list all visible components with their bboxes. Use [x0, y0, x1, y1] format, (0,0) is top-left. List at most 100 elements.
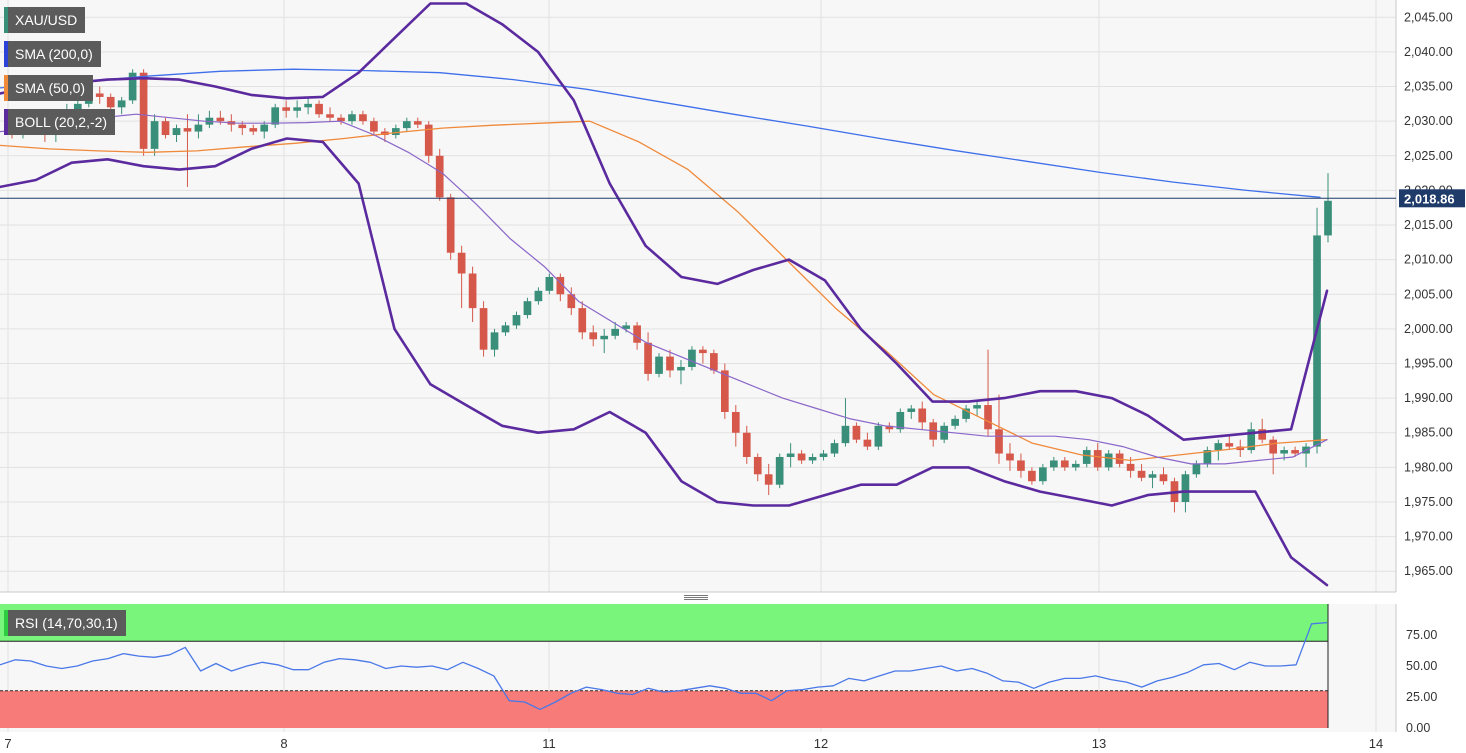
candle-body	[282, 107, 291, 111]
candle-body	[710, 353, 718, 371]
candle-body	[238, 124, 247, 129]
sma200-line	[0, 68, 1321, 198]
candle-body	[1280, 450, 1288, 454]
candle-body	[523, 301, 532, 316]
legend-swatch-rsi	[4, 610, 8, 636]
legend-swatch-sma50	[4, 75, 8, 101]
x-tick-label: 12	[814, 736, 828, 751]
candle-body	[1039, 467, 1047, 482]
candle-body	[183, 128, 192, 132]
y-tick-label: 1,975.00	[1404, 495, 1453, 509]
candle-body	[677, 366, 685, 371]
x-tick-label: 8	[280, 736, 287, 751]
y-tick-label: 2,035.00	[1404, 80, 1453, 94]
candle-body	[786, 453, 795, 457]
candle-body	[578, 308, 587, 333]
candle-body	[940, 425, 949, 440]
rsi-overbought-zone	[0, 604, 1328, 642]
candle-body	[457, 252, 466, 274]
legend-sma200-label: SMA (200,0)	[15, 46, 93, 62]
candle-body	[1214, 443, 1223, 451]
candle-body	[1148, 474, 1157, 478]
candle-body	[95, 93, 104, 97]
legend-sma50[interactable]: SMA (50,0)	[4, 75, 94, 101]
boll-mid-line	[0, 113, 1328, 465]
rsi-oversold-zone	[0, 690, 1328, 728]
candle-body	[753, 456, 762, 475]
candle-body	[435, 155, 444, 198]
candle-body	[260, 124, 269, 132]
rsi-y-tick-label: 25.00	[1406, 690, 1437, 704]
candle-body	[720, 370, 729, 412]
candle-body	[1028, 470, 1036, 482]
candle-body	[589, 332, 598, 340]
candle-body	[545, 276, 554, 291]
candle-body	[490, 332, 499, 350]
y-tick-label: 2,010.00	[1404, 253, 1453, 267]
candle-body	[775, 456, 784, 485]
candle-body	[731, 411, 740, 433]
candle-body	[468, 273, 477, 309]
candle-body	[863, 439, 872, 447]
candle-body	[1258, 429, 1267, 440]
candle-body	[391, 128, 400, 136]
candle-body	[644, 342, 652, 374]
rsi-y-tick-label: 75.00	[1406, 628, 1437, 642]
candle-body	[161, 121, 170, 136]
legend-sma200[interactable]: SMA (200,0)	[4, 41, 101, 67]
candle-body	[984, 405, 992, 430]
y-tick-label: 1,965.00	[1404, 564, 1453, 578]
candle-body	[337, 117, 345, 122]
candle-body	[512, 315, 521, 326]
y-tick-label: 2,030.00	[1404, 114, 1453, 128]
candle-body	[567, 294, 576, 309]
candle-body	[534, 290, 543, 302]
candle-body	[688, 349, 696, 367]
y-tick-label: 1,990.00	[1404, 391, 1453, 405]
rsi-y-tick-label: 0.00	[1406, 721, 1430, 735]
candle-body	[326, 114, 334, 118]
candle-body	[896, 411, 905, 430]
candle-body	[446, 197, 455, 253]
candle-body	[271, 107, 280, 125]
legend-boll[interactable]: BOLL (20,2,-2)	[4, 109, 116, 135]
legend-swatch-xau	[4, 7, 8, 33]
candle-body	[973, 405, 981, 409]
y-tick-label: 1,985.00	[1404, 426, 1453, 440]
candle-body	[852, 425, 861, 440]
candle-body	[117, 100, 126, 108]
candle-body	[1159, 474, 1168, 482]
pane-resize-handle[interactable]	[684, 594, 708, 602]
candle-body	[1104, 453, 1113, 468]
candle-body	[73, 103, 82, 111]
candle-body	[1137, 470, 1146, 478]
rsi-y-tick-label: 50.00	[1406, 659, 1437, 673]
candle-body	[315, 103, 323, 115]
legend-symbol[interactable]: XAU/USD	[4, 7, 86, 33]
candle-body	[808, 456, 817, 461]
candle-body	[885, 425, 894, 430]
candle-body	[1082, 450, 1091, 464]
candle-body	[1324, 200, 1332, 236]
candle-body	[918, 408, 927, 423]
legend-rsi[interactable]: RSI (14,70,30,1)	[4, 610, 126, 636]
legend-boll-label: BOLL (20,2,-2)	[15, 114, 108, 130]
candle-body	[1181, 474, 1190, 502]
x-tick-label: 13	[1092, 736, 1106, 751]
candle-body	[1313, 235, 1321, 447]
x-tick-label: 11	[542, 736, 556, 751]
legend-sma50-label: SMA (50,0)	[15, 80, 86, 96]
candle-body	[1192, 463, 1201, 475]
y-tick-label: 2,005.00	[1404, 287, 1453, 301]
candle-body	[962, 408, 970, 419]
candle-body	[742, 432, 751, 457]
candle-body	[501, 325, 510, 333]
candle-body	[1006, 453, 1014, 461]
candle-body	[128, 72, 137, 101]
y-tick-label: 1,970.00	[1404, 530, 1453, 544]
y-tick-label: 1,980.00	[1404, 460, 1453, 474]
candle-body	[249, 128, 258, 132]
candle-body	[413, 121, 422, 125]
x-tick-label: 14	[1369, 736, 1383, 751]
